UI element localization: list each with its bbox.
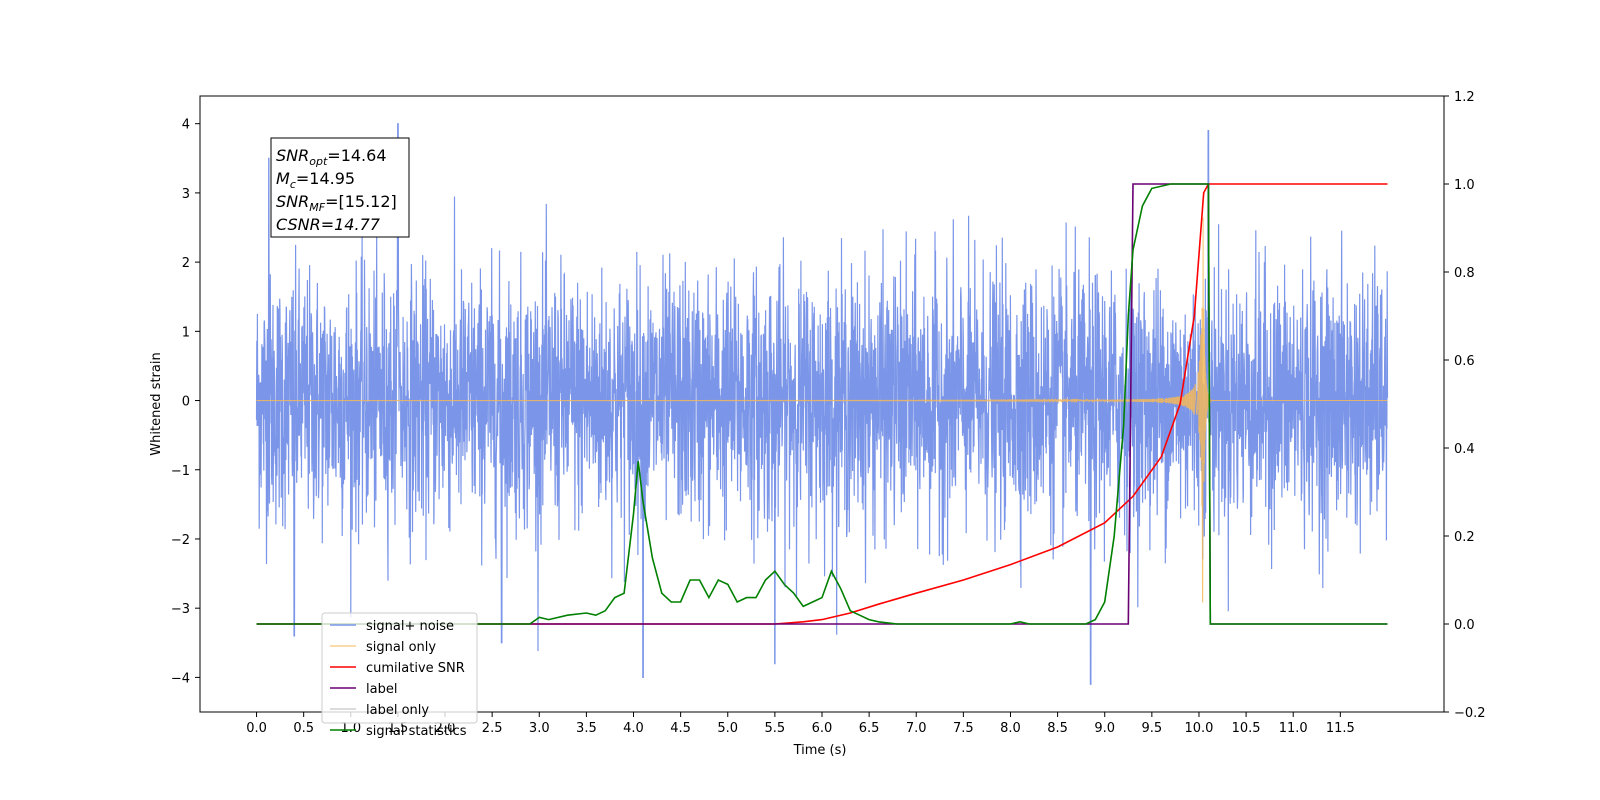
x-tick-label: 8.5 bbox=[1047, 721, 1068, 736]
y-left-tick-label: 1 bbox=[182, 325, 190, 340]
annotation-csnr: CSNR=14.77 bbox=[276, 215, 381, 234]
y-right-tick-label: 1.0 bbox=[1454, 178, 1475, 193]
legend-label: label only bbox=[366, 703, 429, 718]
y-axis-label: Whitened strain bbox=[149, 352, 164, 455]
x-tick-label: 4.5 bbox=[670, 721, 691, 736]
x-tick-label: 9.5 bbox=[1142, 721, 1163, 736]
x-tick-label: 5.5 bbox=[765, 721, 786, 736]
series-cumulative-snr bbox=[256, 183, 1388, 625]
legend-label: cumilative SNR bbox=[366, 661, 465, 676]
x-tick-label: 7.0 bbox=[906, 721, 927, 736]
y-left-tick-label: −1 bbox=[171, 464, 190, 479]
y-right-tick-label: 1.2 bbox=[1454, 90, 1475, 105]
x-tick-label: 1.0 bbox=[340, 721, 361, 736]
legend-box bbox=[321, 612, 478, 724]
y-right-tick-label: 0.4 bbox=[1454, 442, 1475, 457]
annotation-box: SNRopt=14.64 Mc=14.95 SNRMF=[15.12] CSNR… bbox=[270, 137, 410, 238]
x-tick-label: 6.5 bbox=[859, 721, 880, 736]
y-right-tick-label: 0.8 bbox=[1454, 266, 1475, 281]
y-right-tick-label: 0.2 bbox=[1454, 530, 1475, 545]
y-left-tick-label: 3 bbox=[182, 187, 190, 202]
series-layer bbox=[255, 123, 1389, 685]
y-left-tick-label: 0 bbox=[182, 395, 190, 410]
x-tick-label: 11.5 bbox=[1326, 721, 1355, 736]
annotation-snr-mf: SNRMF=[15.12] bbox=[276, 192, 397, 214]
x-tick-label: 11.0 bbox=[1279, 721, 1308, 736]
x-tick-label: 2.5 bbox=[482, 721, 503, 736]
x-tick-label: 6.0 bbox=[812, 721, 833, 736]
y-right-tick-label: 0.0 bbox=[1454, 618, 1475, 633]
annotation-snr-opt: SNRopt=14.64 bbox=[276, 146, 387, 168]
x-tick-label: 5.0 bbox=[717, 721, 738, 736]
y-left-tick-label: −4 bbox=[171, 671, 190, 686]
x-tick-label: 4.0 bbox=[623, 721, 644, 736]
x-tick-label: 10.0 bbox=[1184, 721, 1213, 736]
x-tick-label: 1.5 bbox=[388, 721, 409, 736]
series-signal-statistics bbox=[256, 183, 1388, 625]
x-tick-label: 2.0 bbox=[435, 721, 456, 736]
x-tick-label: 3.5 bbox=[576, 721, 597, 736]
x-axis: 0.0 0.5 1.0 1.5 2.0 2.5 3.0 3.5 4.0 4.5 5.0 5.5 6.0 6… bbox=[246, 712, 1355, 736]
y-left-tick-label: −3 bbox=[171, 602, 190, 617]
y-axis-left: 4 3 2 1 0 −1 −2 −3 −4 bbox=[171, 118, 200, 686]
y-left-tick-label: 4 bbox=[182, 118, 190, 133]
x-tick-label: 0.0 bbox=[246, 721, 267, 736]
series-signal-only bbox=[256, 217, 1388, 603]
y-axis-right: 1.2 1.0 0.8 0.6 0.4 0.2 0.0 −0.2 bbox=[1444, 90, 1486, 721]
x-tick-label: 0.5 bbox=[293, 721, 314, 736]
x-tick-label: 7.5 bbox=[953, 721, 974, 736]
legend: signal+ noise signal only cumilative SNR la… bbox=[321, 612, 478, 739]
legend-label: signal statistics bbox=[366, 724, 467, 739]
legend-label: signal only bbox=[366, 640, 436, 655]
legend-label: label bbox=[366, 682, 397, 697]
y-left-tick-label: 2 bbox=[182, 256, 190, 271]
x-tick-label: 9.0 bbox=[1094, 721, 1115, 736]
x-tick-label: 3.0 bbox=[529, 721, 550, 736]
x-axis-label: Time (s) bbox=[793, 743, 847, 758]
legend-label: signal+ noise bbox=[366, 619, 454, 634]
x-tick-label: 8.0 bbox=[1000, 721, 1021, 736]
y-right-tick-label: −0.2 bbox=[1454, 706, 1486, 721]
annotation-mc: Mc=14.95 bbox=[276, 169, 355, 191]
y-right-tick-label: 0.6 bbox=[1454, 354, 1475, 369]
x-tick-label: 10.5 bbox=[1232, 721, 1261, 736]
y-left-tick-label: −2 bbox=[171, 533, 190, 548]
